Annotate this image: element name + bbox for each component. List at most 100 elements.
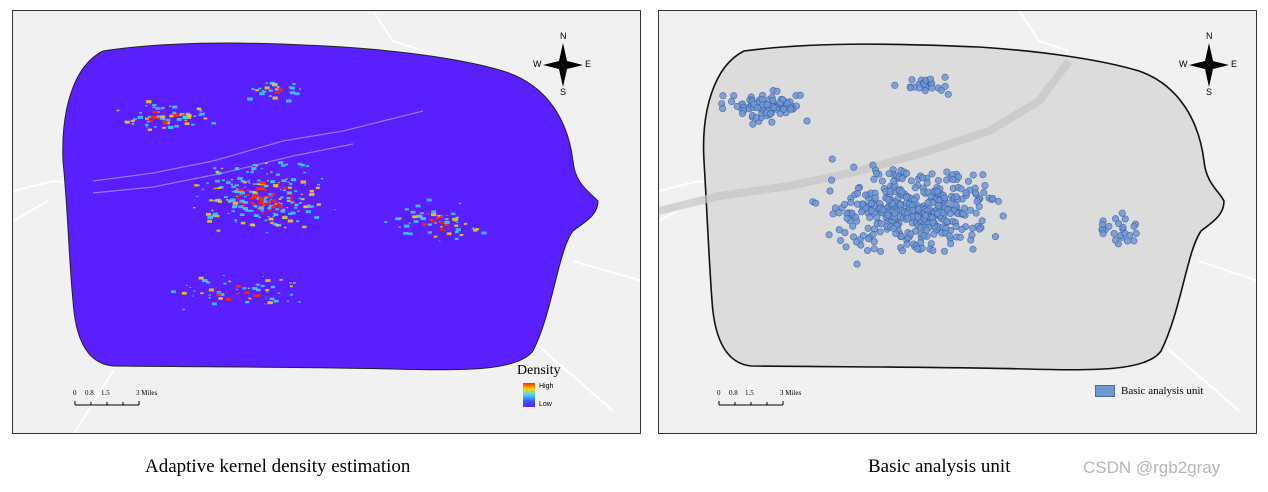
density-hotspot bbox=[256, 179, 261, 182]
density-hotspot bbox=[287, 181, 290, 183]
density-hotspot bbox=[197, 184, 200, 186]
density-hotspot bbox=[431, 210, 437, 214]
density-hotspot bbox=[298, 202, 303, 205]
analysis-unit-point bbox=[915, 84, 923, 92]
density-hotspot bbox=[270, 180, 276, 184]
density-hotspot bbox=[146, 120, 150, 123]
density-hotspot bbox=[215, 198, 221, 202]
density-hotspot bbox=[263, 200, 268, 203]
density-hotspot bbox=[132, 118, 137, 121]
density-hotspot bbox=[202, 279, 208, 283]
density-hotspot bbox=[255, 89, 259, 92]
analysis-unit-point bbox=[952, 223, 960, 231]
analysis-unit-point bbox=[847, 198, 855, 207]
analysis-unit-point bbox=[969, 171, 977, 179]
analysis-unit-point bbox=[870, 245, 878, 253]
density-high-label: High bbox=[539, 383, 554, 390]
density-hotspot bbox=[265, 82, 269, 84]
density-hotspot bbox=[186, 116, 192, 119]
density-hotspot bbox=[275, 208, 280, 211]
density-hotspot bbox=[258, 209, 261, 211]
density-hotspot bbox=[429, 219, 434, 222]
density-hotspot bbox=[452, 217, 458, 221]
analysis-unit-point bbox=[835, 226, 843, 234]
density-hotspot bbox=[280, 164, 286, 167]
analysis-unit-point bbox=[904, 214, 912, 222]
analysis-unit-legend-label: Basic analysis unit bbox=[1121, 385, 1204, 397]
density-hotspot bbox=[481, 231, 487, 235]
density-hotspot bbox=[218, 297, 223, 300]
analysis-unit-point bbox=[879, 206, 887, 214]
density-hotspot bbox=[271, 199, 276, 202]
analysis-unit-point bbox=[1130, 237, 1138, 245]
density-hotspot bbox=[272, 194, 275, 196]
analysis-unit-swatch bbox=[1095, 385, 1115, 397]
density-hotspot bbox=[165, 118, 171, 122]
analysis-unit-point bbox=[978, 217, 986, 225]
density-hotspot bbox=[427, 231, 432, 234]
density-hotspot bbox=[443, 223, 449, 227]
density-hotspot bbox=[272, 215, 275, 217]
river-overlay bbox=[659, 58, 1073, 215]
density-hotspot bbox=[189, 286, 192, 288]
analysis-unit-point bbox=[842, 243, 850, 251]
density-hotspot bbox=[226, 199, 229, 201]
density-hotspot bbox=[258, 196, 265, 200]
density-hotspot bbox=[272, 83, 278, 87]
analysis-unit-point bbox=[768, 118, 776, 126]
analysis-unit-point bbox=[1098, 220, 1106, 228]
density-hotspot bbox=[263, 198, 267, 201]
analysis-unit-point bbox=[928, 84, 936, 92]
analysis-unit-point bbox=[770, 104, 778, 112]
density-hotspot bbox=[408, 222, 411, 224]
analysis-unit-point bbox=[896, 201, 904, 209]
density-hotspot bbox=[167, 125, 174, 130]
density-hotspot bbox=[270, 198, 273, 200]
analysis-unit-point bbox=[869, 230, 877, 239]
density-hotspot bbox=[316, 203, 321, 206]
analysis-unit-point bbox=[890, 177, 898, 185]
density-hotspot bbox=[268, 217, 274, 221]
left-figure-caption: Adaptive kernel density estimation bbox=[145, 456, 411, 477]
right-figure-caption: Basic analysis unit bbox=[868, 456, 1011, 477]
analysis-unit-point bbox=[919, 174, 927, 182]
density-hotspot bbox=[298, 301, 301, 303]
north-arrow: N S E W bbox=[1179, 31, 1239, 101]
density-hotspot bbox=[268, 89, 273, 92]
basic-analysis-unit-map-panel: N S E W 0 0.8 1.5 3 Miles Basic analysis… bbox=[658, 10, 1257, 434]
density-hotspot bbox=[417, 214, 423, 218]
analysis-unit-point bbox=[803, 117, 811, 125]
density-hotspot bbox=[454, 237, 459, 240]
density-hotspot bbox=[257, 183, 261, 186]
density-hotspot bbox=[235, 184, 239, 187]
density-hotspot bbox=[274, 203, 277, 205]
density-hotspot bbox=[250, 171, 254, 174]
density-hotspot bbox=[258, 216, 262, 219]
analysis-unit-point bbox=[929, 219, 937, 227]
analysis-unit-point bbox=[969, 245, 977, 253]
density-hotspot bbox=[384, 221, 388, 223]
density-hotspot bbox=[395, 217, 401, 221]
density-hotspot bbox=[182, 308, 186, 311]
density-hotspot bbox=[404, 208, 409, 211]
density-hotspot bbox=[266, 173, 269, 175]
density-hotspot bbox=[442, 216, 445, 218]
density-hotspot bbox=[441, 219, 444, 221]
density-hotspot bbox=[267, 206, 272, 210]
density-hotspot bbox=[147, 128, 153, 131]
density-hotspot bbox=[437, 214, 441, 217]
density-hotspot bbox=[307, 204, 311, 207]
density-hotspot bbox=[265, 289, 270, 292]
analysis-unit-point bbox=[867, 199, 875, 208]
density-hotspot bbox=[116, 109, 120, 112]
compass-west-label: W bbox=[1179, 59, 1188, 69]
density-hotspot bbox=[203, 117, 208, 120]
density-hotspot bbox=[303, 205, 307, 207]
density-hotspot bbox=[282, 186, 287, 189]
density-hotspot bbox=[437, 215, 442, 219]
density-hotspot bbox=[269, 297, 275, 301]
density-hotspot bbox=[193, 290, 196, 292]
analysis-unit-point bbox=[991, 233, 1000, 241]
density-hotspot bbox=[174, 124, 179, 128]
density-hotspot bbox=[244, 186, 247, 188]
